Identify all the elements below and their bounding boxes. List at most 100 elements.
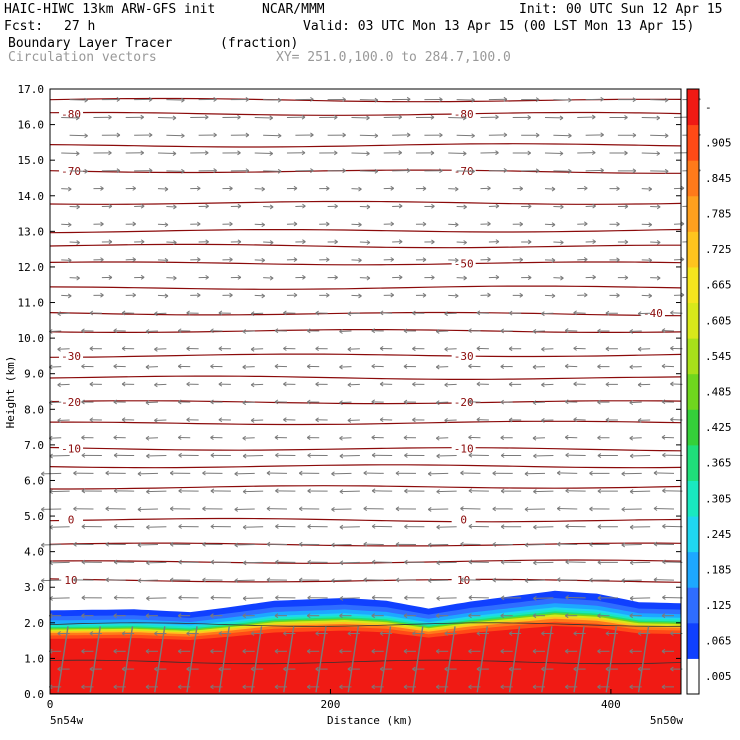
vector-arrowhead: [306, 648, 311, 654]
temperature-contour-0: [49, 97, 682, 103]
vector-arrowhead: [535, 97, 540, 103]
vector-arrowhead: [204, 150, 209, 156]
vector-arrowhead: [476, 631, 481, 636]
tracer-band-11: [50, 625, 681, 694]
vector-arrowhead: [242, 613, 247, 619]
vector-arrowhead: [113, 399, 117, 405]
vector-arrowhead: [403, 435, 408, 441]
vector-arrowhead: [435, 400, 440, 406]
vector-arrowhead: [274, 648, 279, 654]
vector-arrowhead: [342, 132, 346, 138]
vector-arrowhead: [173, 204, 177, 210]
vector-arrowhead: [476, 345, 481, 351]
vector-arrowhead: [379, 631, 384, 636]
vector-arrowhead: [269, 240, 274, 245]
vector-arrowhead: [524, 471, 529, 477]
vector-arrowhead: [266, 506, 271, 512]
vector-arrowhead: [583, 292, 588, 298]
vector-arrowhead: [532, 613, 537, 619]
vector-arrowhead: [283, 346, 287, 351]
vector-arrowhead: [629, 329, 634, 334]
vector-arrowhead: [347, 631, 352, 636]
vector-arrowhead: [371, 523, 376, 529]
vector-arrowhead: [275, 524, 279, 529]
vector-arrowhead: [436, 560, 440, 566]
vector-arrowhead: [307, 524, 311, 529]
vector-arrowhead: [347, 311, 352, 317]
vector-arrowhead: [476, 417, 481, 423]
vector-arrowhead: [76, 240, 80, 245]
temperature-contour-16: [49, 464, 682, 469]
temperature-contour-17: [50, 485, 682, 490]
y-tick-label: 17.0: [18, 83, 45, 96]
vector-arrowhead: [471, 133, 475, 139]
vector-arrowhead: [229, 292, 233, 298]
vector-arrowhead: [275, 452, 279, 458]
vector-arrowhead: [371, 488, 376, 494]
vector-arrowhead: [661, 328, 666, 333]
vector-arrowhead: [573, 345, 577, 351]
vector-arrowhead: [412, 666, 416, 672]
vector-arrowhead: [495, 114, 499, 120]
colorbar-swatch: [687, 480, 699, 517]
vector-arrowhead: [656, 275, 661, 281]
vector-arrowhead: [202, 470, 206, 476]
vector-arrowhead: [347, 418, 352, 423]
vector-arrowhead: [551, 186, 556, 192]
vector-arrowhead: [218, 346, 223, 351]
vector-arrowhead: [307, 559, 311, 565]
vector-arrowhead: [648, 293, 653, 299]
vector-arrowhead: [500, 364, 505, 369]
vector-arrowhead: [164, 186, 169, 192]
colorbar-label: .905: [705, 136, 732, 149]
vector-arrowhead: [422, 257, 427, 263]
vector-arrowhead: [76, 275, 80, 281]
vector-arrowhead: [140, 203, 145, 209]
vector-arrowhead: [404, 524, 408, 530]
colorbar-label: .845: [705, 172, 732, 185]
vector-arrowhead: [656, 115, 661, 121]
vector-arrowhead: [500, 684, 505, 690]
vector-arrowhead: [468, 559, 473, 565]
temperature-contour-10: [49, 329, 682, 333]
vector-arrowhead: [293, 292, 298, 298]
vector-arrowhead: [347, 666, 352, 672]
vector-arrowhead: [573, 381, 577, 387]
vector-arrowhead: [568, 97, 572, 103]
vector-arrowhead: [476, 381, 481, 387]
vector-arrowhead: [371, 595, 376, 600]
vector-arrowhead: [508, 631, 513, 636]
colorbar-swatch: [687, 302, 699, 339]
vector-arrowhead: [541, 346, 545, 352]
vector-arrowhead: [148, 168, 153, 173]
vector-arrowhead: [132, 292, 136, 298]
vector-arrowhead: [242, 435, 247, 441]
vector-arrowhead: [532, 400, 537, 406]
vector-arrowhead: [371, 684, 376, 690]
y-tick-label: 15.0: [18, 154, 45, 167]
vector-arrowhead: [306, 328, 311, 334]
vector-arrowhead: [210, 452, 215, 458]
vector-arrowhead: [67, 186, 72, 192]
vector-arrowhead: [605, 346, 610, 352]
vector-arrowhead: [591, 114, 596, 120]
vector-arrowhead: [629, 560, 634, 566]
vector-arrowhead: [661, 648, 666, 654]
vector-arrowhead: [245, 168, 250, 174]
vector-arrowhead: [218, 310, 223, 316]
temperature-contour-4: [49, 200, 682, 205]
vector-arrowhead: [492, 542, 497, 547]
x-axis-label: Distance (km): [327, 714, 413, 727]
vector-arrowhead: [237, 274, 242, 280]
vector-arrowhead: [113, 684, 117, 690]
vector-arrowhead: [229, 257, 233, 263]
vector-arrowhead: [597, 364, 601, 369]
colorbar: .005 .065 .125 .185 .245 .305 .365 .425 .485 .545…: [686, 88, 732, 695]
colorbar-label: .185: [705, 563, 732, 576]
vector-arrowhead: [81, 488, 86, 494]
vector-arrowhead: [533, 595, 537, 601]
vector-arrowhead: [600, 132, 604, 138]
plot-frame: [49, 88, 682, 695]
vector-arrowhead: [371, 399, 376, 405]
vector-arrowhead: [306, 399, 311, 405]
